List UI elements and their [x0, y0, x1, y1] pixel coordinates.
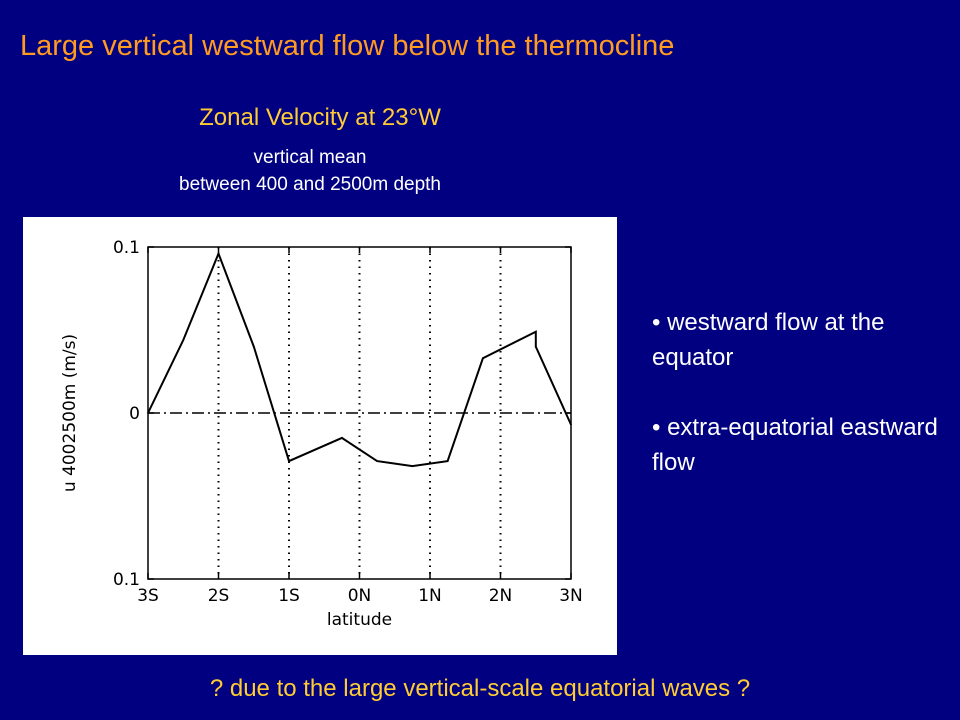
bullet-list: • westward flow at the equator • extra-e… — [652, 305, 942, 515]
data-point — [341, 437, 343, 439]
chart-svg: 3S 2S 1S 0N 1N 2N 3N 0.1 0 0.1 latitude u 4002500m … — [60, 238, 583, 630]
x-tick-label: 2N — [489, 586, 513, 606]
y-tick-label: 0 — [129, 404, 140, 424]
x-tick-label: 3N — [559, 586, 583, 606]
x-tick-label: 1S — [278, 586, 300, 606]
chart-panel: 3S 2S 1S 0N 1N 2N 3N 0.1 0 0.1 latitude u 4002500m … — [23, 217, 617, 655]
bullet-extra-equatorial: • extra-equatorial eastward flow — [652, 414, 938, 476]
data-point — [182, 339, 185, 341]
data-point — [147, 412, 149, 414]
x-tick-label: 0N — [348, 586, 372, 606]
data-point — [482, 357, 484, 360]
data-point — [534, 330, 537, 333]
chart-title: Zonal Velocity at 23°W — [199, 104, 441, 131]
x-tick-label: 2S — [208, 586, 230, 606]
x-axis-label: latitude — [327, 610, 392, 630]
y-tick-label: 0.1 — [113, 570, 140, 590]
footer-note: ? due to the large vertical-scale equato… — [209, 675, 751, 702]
series-line — [147, 250, 572, 468]
data-point — [252, 345, 255, 348]
x-tick-label: 3S — [137, 586, 159, 606]
y-axis-label: u 4002500m (m/s) — [60, 334, 80, 492]
x-tick-label: 1N — [418, 586, 442, 606]
data-point — [446, 460, 449, 462]
data-point — [376, 460, 378, 462]
data-point — [217, 252, 220, 255]
data-point — [288, 460, 290, 462]
data-point — [534, 345, 537, 348]
data-point — [411, 465, 414, 467]
slide-title: Large vertical westward flow below the t… — [20, 30, 675, 62]
data-point — [570, 423, 572, 426]
y-tick-label: 0.1 — [113, 238, 140, 258]
chart-subtitle-line2: between 400 and 2500m depth — [179, 174, 441, 195]
chart-subtitle-line1: vertical mean — [253, 147, 367, 168]
bullet-westward: • westward flow at the equator — [652, 309, 885, 371]
